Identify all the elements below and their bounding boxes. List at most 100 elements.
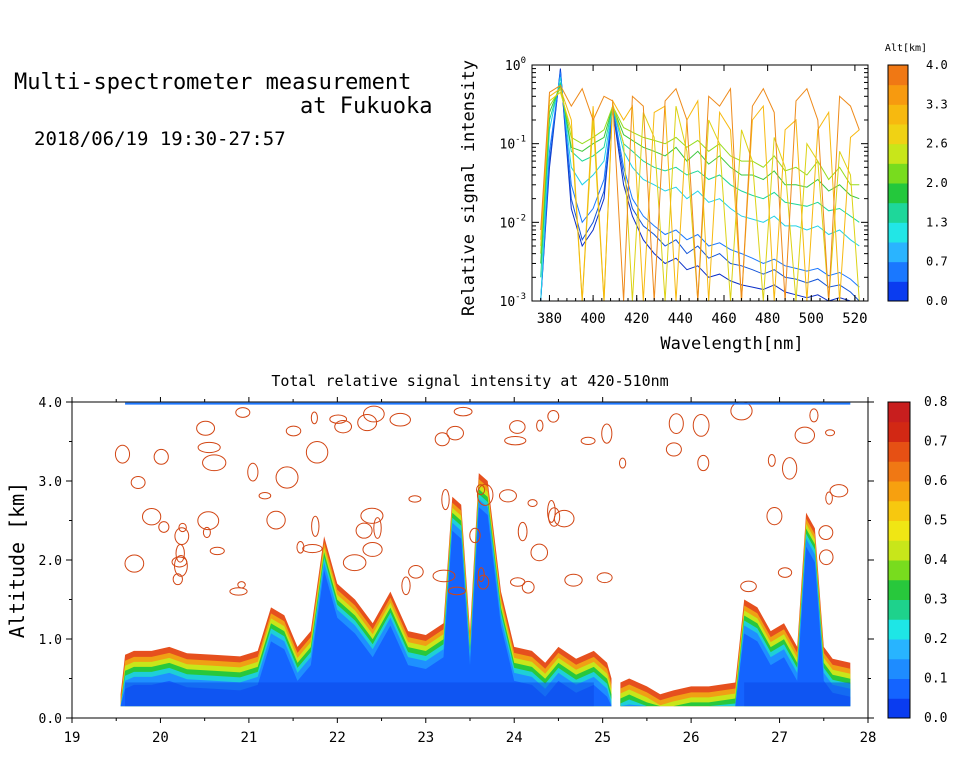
heatmap-contour-speckle — [447, 586, 466, 596]
heatmap-contour-speckle — [408, 564, 424, 579]
intensity-colorbar-tick-label: 0.1 — [924, 672, 947, 687]
intensity-colorbar: 0.0 0.1 0.2 0.3 0.4 0.5 0.6 0.7 0.8 — [887, 395, 948, 726]
heatmap-contour-speckle — [740, 580, 757, 593]
heatmap-contour-speckle — [357, 413, 378, 432]
intensity-colorbar-tick-label: 0.6 — [924, 474, 947, 489]
heatmap-y-tick-label: 2.0 — [39, 554, 62, 569]
intensity-colorbar-swatch — [888, 402, 910, 423]
heatmap-plume-layer — [120, 507, 612, 707]
spectrum-series-group — [540, 68, 860, 301]
heatmap-contour-speckle — [258, 492, 272, 500]
heatmap-contour-speckle — [469, 527, 481, 544]
heatmap-x-tick-label: 28 — [860, 730, 877, 746]
heatmap-contour-speckle — [174, 527, 190, 545]
heatmap-y-tick-label: 0.0 — [39, 712, 62, 727]
heatmap-contour-speckle — [818, 549, 834, 566]
heatmap-x-tick-label: 19 — [64, 730, 81, 746]
spectrum-x-tick-label: 460 — [711, 311, 736, 327]
altitude-colorbar-tick-label: 0.0 — [926, 294, 948, 308]
intensity-colorbar-swatch — [888, 481, 910, 502]
heatmap-contour-speckle — [310, 411, 318, 425]
spectrum-x-tick-label: 420 — [624, 311, 649, 327]
heatmap-contour-speckle — [453, 406, 473, 417]
heatmap-contour-speckle — [266, 510, 286, 530]
heatmap-contour-speckle — [124, 554, 145, 573]
heatmap-contour-speckle — [504, 435, 527, 446]
spectrum-chart: 380 400 420 440 460 480 500 520 10-3 10-2 10-1 100 W… — [459, 56, 869, 354]
heatmap-contour-speckle — [509, 420, 526, 434]
measurement-datetime: 2018/06/19 19:30-27:57 — [34, 128, 286, 150]
heatmap-contour-speckle — [296, 541, 305, 554]
intensity-colorbar-tick-label: 0.3 — [924, 593, 947, 608]
heatmap-contour-speckle — [172, 573, 183, 586]
heatmap-contour-speckle — [781, 457, 798, 480]
heatmap-contour-speckle — [498, 489, 517, 503]
intensity-colorbar-swatch — [888, 500, 910, 521]
spectrum-series-line — [540, 87, 860, 254]
intensity-heatmap-chart: 19 20 21 22 23 24 25 26 27 28 0.0 1.0 2.0 3.0 4.0 Total… — [5, 372, 876, 746]
altitude-colorbar-swatch — [888, 143, 908, 164]
intensity-colorbar-tick-label: 0.0 — [924, 711, 947, 726]
spectrum-series-line — [540, 82, 860, 278]
altitude-colorbar-swatch — [888, 104, 908, 125]
intensity-colorbar-swatch — [888, 639, 910, 660]
intensity-colorbar-swatch — [888, 678, 910, 699]
intensity-colorbar-swatch — [888, 540, 910, 561]
spectrum-series-line — [540, 77, 860, 301]
heatmap-x-tick-label: 20 — [152, 730, 169, 746]
heatmap-contour-speckle — [363, 405, 385, 423]
spectrum-x-tick-label: 500 — [799, 311, 824, 327]
heatmap-contour-speckle — [342, 554, 367, 572]
heatmap-contour-speckle — [767, 453, 776, 467]
intensity-colorbar-swatch — [888, 698, 910, 719]
heatmap-contour-speckle — [692, 413, 710, 437]
heatmap-contour-speckle — [618, 457, 627, 469]
altitude-colorbar-swatch — [888, 84, 908, 105]
heatmap-x-tick-label: 24 — [506, 730, 523, 746]
spectrum-y-tick-label: 10-1 — [500, 135, 527, 153]
heatmap-contour-speckle — [178, 522, 187, 533]
heatmap-x-tick-label: 27 — [771, 730, 788, 746]
intensity-colorbar-tick-label: 0.8 — [924, 395, 947, 410]
heatmap-contour-speckle — [476, 483, 494, 506]
altitude-colorbar-swatch — [888, 163, 908, 184]
heatmap-y-axis-label: Altitude [km] — [5, 482, 29, 639]
heatmap-contour-speckle — [229, 587, 248, 596]
intensity-colorbar-swatch — [888, 599, 910, 620]
heatmap-contour-speckle — [530, 543, 549, 562]
altitude-colorbar-tick-label: 2.0 — [926, 176, 948, 190]
heatmap-contour-speckle — [825, 429, 836, 437]
heatmap-contour-speckle — [197, 441, 221, 454]
heatmap-contour-speckle — [665, 442, 682, 457]
heatmap-contour-speckle — [202, 454, 227, 472]
spectrum-x-tick-label: 400 — [580, 311, 605, 327]
heatmap-contour-speckle — [329, 414, 348, 424]
heatmap-contour-speckle — [275, 466, 299, 489]
heatmap-contour-speckle — [601, 423, 613, 444]
intensity-colorbar-tick-label: 0.2 — [924, 632, 947, 647]
heatmap-contour-speckle — [174, 555, 188, 577]
intensity-colorbar-tick-label: 0.4 — [924, 553, 948, 568]
intensity-colorbar-swatch — [888, 441, 910, 462]
heatmap-contour-speckle — [401, 576, 411, 596]
altitude-colorbar-swatch — [888, 202, 908, 223]
altitude-colorbar-swatch — [888, 124, 908, 145]
heatmap-contour-speckle — [477, 567, 485, 583]
heatmap-title: Total relative signal intensity at 420-5… — [271, 372, 668, 390]
altitude-colorbar-title: Alt[km] — [885, 43, 927, 54]
heatmap-contour-speckle — [766, 506, 783, 526]
altitude-colorbar-swatch — [888, 261, 908, 282]
heatmap-contour-speckle — [434, 432, 450, 447]
spectrum-series-line — [540, 70, 860, 301]
heatmap-cells-group — [114, 402, 851, 707]
heatmap-contour-speckle — [809, 408, 819, 423]
heatmap-contour-speckle — [476, 484, 486, 496]
heatmap-contour-speckle — [441, 489, 450, 511]
altitude-colorbar-swatch — [888, 183, 908, 204]
altitude-colorbar-swatch — [888, 65, 908, 86]
heatmap-x-tick-label: 22 — [329, 730, 346, 746]
spectrum-x-tick-label: 380 — [537, 311, 562, 327]
heatmap-contour-speckle — [360, 507, 384, 524]
intensity-colorbar-swatch — [888, 579, 910, 600]
